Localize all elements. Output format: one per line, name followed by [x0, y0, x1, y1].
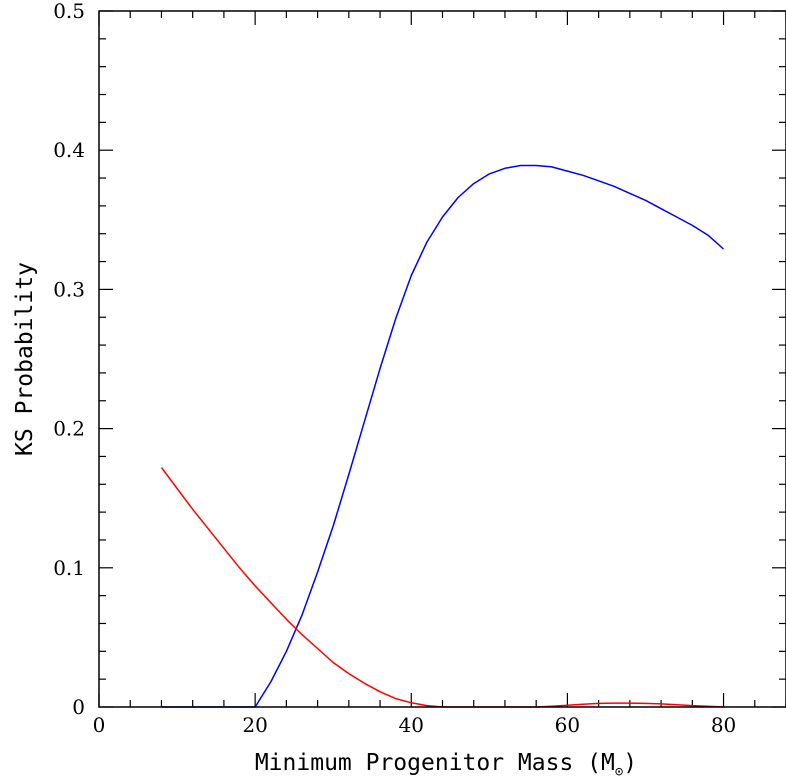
x-tick-label: 0: [93, 713, 106, 737]
y-tick-label: 0.3: [53, 277, 85, 301]
solar-mass-symbol: ⊙: [615, 764, 624, 780]
y-tick-label: 0.4: [53, 138, 85, 162]
x-tick-label: 60: [555, 713, 580, 737]
y-tick-label: 0: [72, 695, 85, 719]
y-tick-label: 0.1: [53, 556, 85, 580]
y-axis-title: KS Probability: [12, 262, 38, 456]
x-axis-title: Minimum Progenitor Mass (M⊙): [255, 750, 637, 780]
y-tick-label: 0.2: [53, 417, 85, 441]
x-tick-label: 80: [711, 713, 736, 737]
x-tick-label: 20: [242, 713, 267, 737]
tick-labels: 0 20 40 60 80 0 0.1 0.2 0.3 0.4 0.5: [53, 0, 736, 737]
series-line-2: [160, 467, 724, 708]
y-tick-label: 0.5: [53, 0, 85, 23]
series-lines: [160, 164, 724, 708]
plot-frame: [98, 10, 786, 708]
x-axis-title-text: Minimum Progenitor Mass (M: [255, 750, 615, 776]
series-line-1: [161, 164, 724, 708]
axis-ticks: [98, 10, 786, 708]
x-tick-label: 40: [399, 713, 424, 737]
x-axis-title-close: ): [623, 750, 637, 776]
